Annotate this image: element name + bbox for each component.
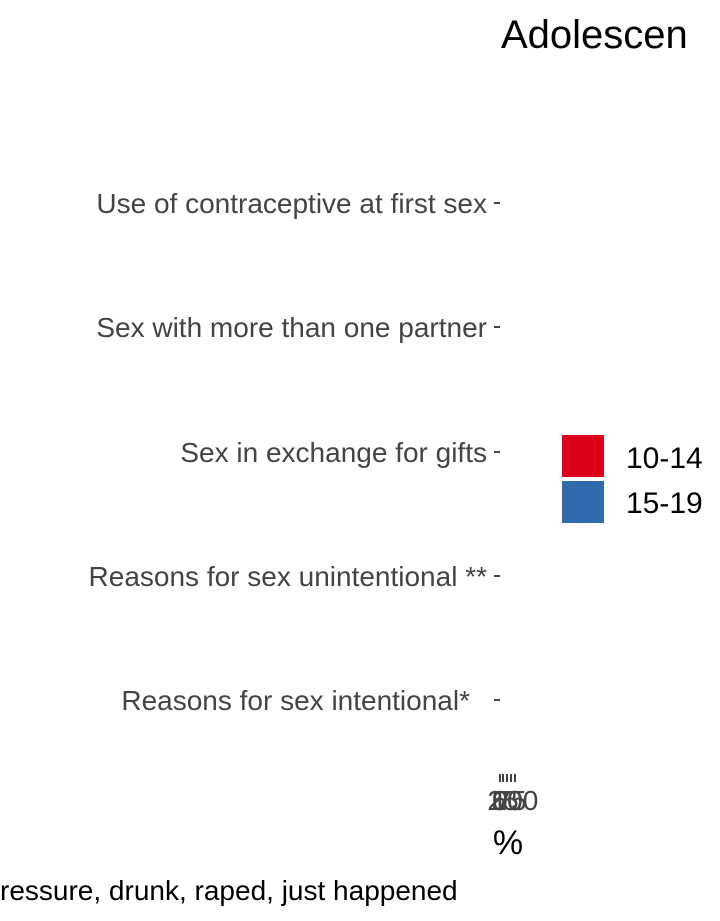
x-tick-label: 25 bbox=[487, 785, 518, 816]
y-axis: Use of contraceptive at first sex Sex wi… bbox=[89, 188, 500, 716]
y-tick-label: Sex in exchange for gifts bbox=[180, 437, 487, 468]
legend-swatch-15-19 bbox=[562, 481, 604, 523]
legend-label-15-19: 15-19 bbox=[626, 487, 703, 520]
y-tick-label: Reasons for sex unintentional ** bbox=[89, 561, 488, 592]
legend-label-10-14: 10-14 bbox=[626, 442, 703, 475]
x-tick-label: 100 bbox=[492, 785, 539, 816]
legend-swatch-10-14 bbox=[562, 435, 604, 477]
x-tick-label: 75 bbox=[495, 785, 526, 816]
x-axis: 0 25 50 75 100 % bbox=[487, 774, 538, 862]
y-tick-label: Reasons for sex intentional* bbox=[121, 685, 470, 716]
y-tick-label: Use of contraceptive at first sex bbox=[96, 188, 487, 219]
x-tick-label: 0 bbox=[492, 785, 508, 816]
caption: ressure, drunk, raped, just happened bbox=[0, 875, 458, 906]
x-axis-title: % bbox=[493, 824, 523, 862]
y-tick-label: Sex with more than one partner bbox=[96, 312, 487, 343]
chart-title: Adolescen bbox=[501, 13, 688, 57]
legend: 10-14 15-19 bbox=[562, 435, 703, 523]
x-tick-label: 50 bbox=[491, 785, 522, 816]
